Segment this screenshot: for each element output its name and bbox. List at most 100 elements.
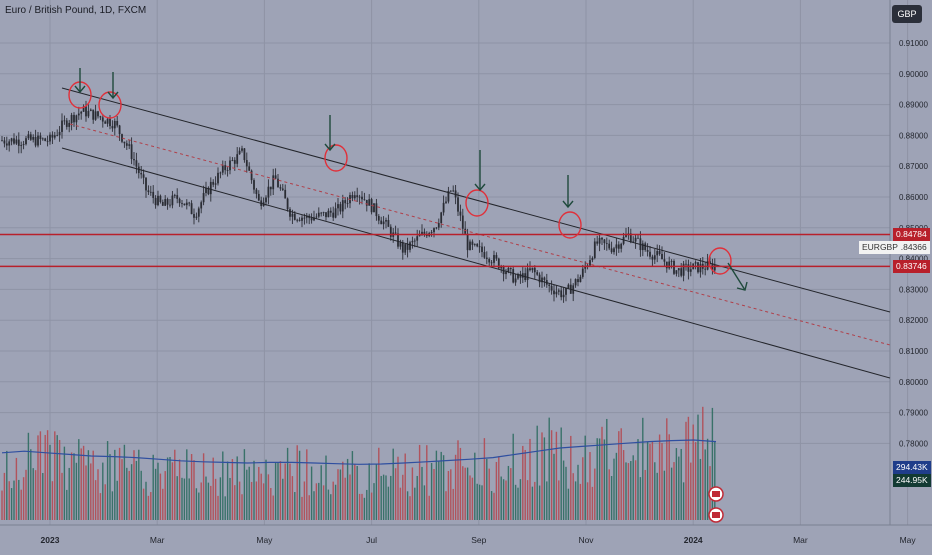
volume-bar [337, 469, 339, 520]
y-tick-label: 0.83000 [899, 285, 928, 294]
volume-bar [150, 492, 152, 520]
volume-bar [294, 492, 296, 520]
volume-bar [558, 480, 560, 520]
volume-bar [634, 460, 637, 520]
candle-body [77, 113, 80, 116]
y-tick-label: 0.81000 [899, 347, 928, 356]
candle-body [229, 160, 231, 171]
candle-body [706, 261, 709, 270]
volume-bar [656, 472, 658, 520]
candle-body [442, 202, 445, 213]
candle-body [63, 120, 66, 122]
volume-bar [380, 475, 382, 520]
volume-bar [586, 482, 589, 520]
volume-bar [378, 447, 380, 520]
volume-bar [464, 467, 466, 520]
candle-body [109, 118, 111, 127]
candle-body [346, 203, 349, 205]
candle-body [157, 195, 159, 206]
candle-body [555, 291, 558, 295]
volume-bar [423, 485, 426, 520]
volume-bar [154, 468, 157, 520]
volume-bar [646, 441, 649, 520]
volume-bar [82, 445, 85, 520]
candle-body [608, 243, 611, 249]
candle-body [20, 145, 23, 146]
volume-ma-line [1, 439, 717, 465]
candle-body [615, 244, 618, 249]
candle-body [601, 237, 603, 240]
candle-body [507, 267, 510, 273]
candle-body [380, 220, 383, 225]
volume-bar [675, 448, 678, 520]
volume-bar [195, 488, 198, 520]
volume-bar [457, 440, 459, 520]
candle-body [101, 117, 104, 122]
candle-body [536, 272, 539, 275]
candle-body [548, 284, 551, 286]
x-tick-label: Sep [471, 535, 486, 545]
volume-bar [315, 483, 318, 520]
y-tick-label: 0.80000 [899, 378, 928, 387]
volume-bar [190, 454, 193, 520]
channel-upper-line[interactable] [61, 87, 891, 313]
volume-bar [493, 492, 495, 520]
volume-bar [234, 485, 236, 520]
candle-body [476, 244, 479, 247]
volume-bar [478, 484, 481, 520]
volume-bar [548, 417, 550, 520]
volume-bar [104, 484, 106, 520]
candle-body [341, 200, 344, 212]
price-tag: 0.84366 [893, 241, 930, 255]
volume-bar [536, 425, 538, 520]
volume-bar [526, 480, 529, 520]
candle-body [85, 106, 87, 117]
volume-bar [253, 460, 255, 520]
volume-bar [428, 495, 430, 520]
volume-bar [164, 471, 166, 520]
candle-body [541, 277, 543, 283]
candle-body [51, 134, 54, 138]
candle-body [531, 267, 534, 271]
volume-bar [3, 472, 6, 520]
volume-bar [318, 482, 320, 520]
candle-body [339, 204, 342, 212]
candle-body [181, 203, 183, 204]
volume-bar [18, 479, 20, 520]
volume-bar [202, 453, 205, 520]
candle-body [200, 202, 203, 209]
candle-body [161, 201, 164, 206]
volume-bar [438, 460, 440, 520]
volume-bar [522, 445, 524, 520]
candle-body [1, 140, 3, 142]
candle-body [519, 274, 522, 278]
volume-bar [308, 495, 310, 520]
volume-bar [51, 481, 54, 520]
y-tick-label: 0.91000 [899, 39, 928, 48]
projection-arrow-icon [736, 281, 748, 291]
candle-body [296, 219, 299, 221]
candle-body [493, 255, 495, 263]
candle-body [557, 290, 560, 292]
currency-button[interactable]: GBP [892, 5, 922, 23]
candle-body [625, 235, 627, 237]
volume-bar [56, 435, 58, 520]
candle-body [423, 231, 426, 234]
arrow-down-icon [107, 91, 119, 100]
volume-bar [327, 489, 330, 520]
volume-bar [462, 466, 464, 520]
volume-bar [678, 456, 680, 520]
candle-body [365, 199, 368, 206]
candle-body [111, 126, 114, 129]
channel-lower-line[interactable] [61, 147, 891, 379]
candle-body [500, 266, 503, 269]
volume-bar [370, 492, 373, 520]
volume-bar [298, 450, 301, 520]
candle-body [116, 120, 119, 126]
candle-body [596, 241, 599, 244]
volume-bar [37, 435, 39, 520]
candle-body [668, 261, 671, 269]
volume-bar [421, 466, 423, 520]
